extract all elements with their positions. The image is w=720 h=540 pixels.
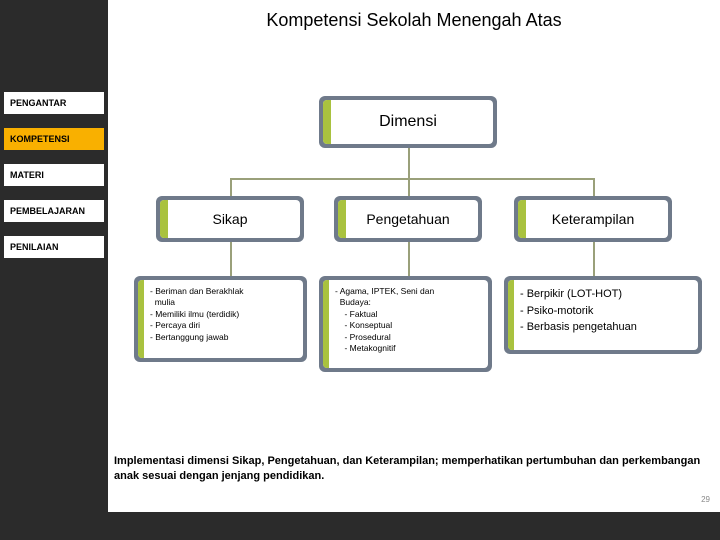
accent-bar [518, 200, 526, 238]
nav-penilaian[interactable]: PENILAIAN [4, 236, 104, 258]
org-chart: Dimensi Sikap Pengetahuan Keterampilan - Ber… [108, 60, 720, 400]
root-node: Dimensi [323, 100, 493, 144]
accent-bar [160, 200, 168, 238]
detail-line: mulia [150, 297, 295, 308]
accent-bar [323, 100, 331, 144]
detail-line: - Berbasis pengetahuan [520, 319, 690, 336]
detail-box-2: - Berpikir (LOT-HOT)- Psiko-motorik- Ber… [508, 280, 698, 350]
detail-line: - Agama, IPTEK, Seni dan [335, 286, 480, 297]
detail-line: - Bertanggung jawab [150, 332, 295, 343]
connector [408, 148, 410, 178]
detail-line: - Psiko-motorik [520, 303, 690, 320]
accent-bar [338, 200, 346, 238]
accent-bar [323, 280, 329, 368]
detail-line: - Metakognitif [335, 343, 480, 354]
level2-node-0-label: Sikap [212, 211, 247, 227]
nav-pengantar[interactable]: PENGANTAR [4, 92, 104, 114]
detail-line: - Faktual [335, 309, 480, 320]
level2-node-2-label: Keterampilan [552, 211, 635, 227]
nav-kompetensi[interactable]: KOMPETENSI [4, 128, 104, 150]
connector [230, 178, 593, 180]
level2-node-0: Sikap [160, 200, 300, 238]
footer-note: Implementasi dimensi Sikap, Pengetahuan,… [114, 454, 714, 484]
connector [408, 178, 410, 196]
page-number: 29 [701, 495, 710, 504]
level2-node-1-label: Pengetahuan [366, 211, 449, 227]
detail-line: - Beriman dan Berakhlak [150, 286, 295, 297]
sidebar: PENGANTAR KOMPETENSI MATERI PEMBELAJARAN… [4, 92, 104, 272]
detail-line: - Percaya diri [150, 320, 295, 331]
slide-title: Kompetensi Sekolah Menengah Atas [108, 0, 720, 37]
accent-bar [508, 280, 514, 350]
detail-line: Budaya: [335, 297, 480, 308]
connector [408, 242, 410, 276]
connector [593, 242, 595, 276]
detail-line: - Konseptual [335, 320, 480, 331]
nav-pembelajaran[interactable]: PEMBELAJARAN [4, 200, 104, 222]
root-node-label: Dimensi [379, 113, 437, 131]
nav-materi[interactable]: MATERI [4, 164, 104, 186]
detail-line: - Memiliki ilmu (terdidik) [150, 309, 295, 320]
detail-box-0: - Beriman dan Berakhlak mulia- Memiliki … [138, 280, 303, 358]
accent-bar [138, 280, 144, 358]
level2-node-1: Pengetahuan [338, 200, 478, 238]
detail-box-1: - Agama, IPTEK, Seni dan Budaya: - Faktu… [323, 280, 488, 368]
level2-node-2: Keterampilan [518, 200, 668, 238]
detail-line: - Prosedural [335, 332, 480, 343]
detail-line: - Berpikir (LOT-HOT) [520, 286, 690, 303]
slide: Kompetensi Sekolah Menengah Atas Dimensi… [108, 0, 720, 512]
connector [230, 242, 232, 276]
connector [230, 178, 232, 196]
connector [593, 178, 595, 196]
